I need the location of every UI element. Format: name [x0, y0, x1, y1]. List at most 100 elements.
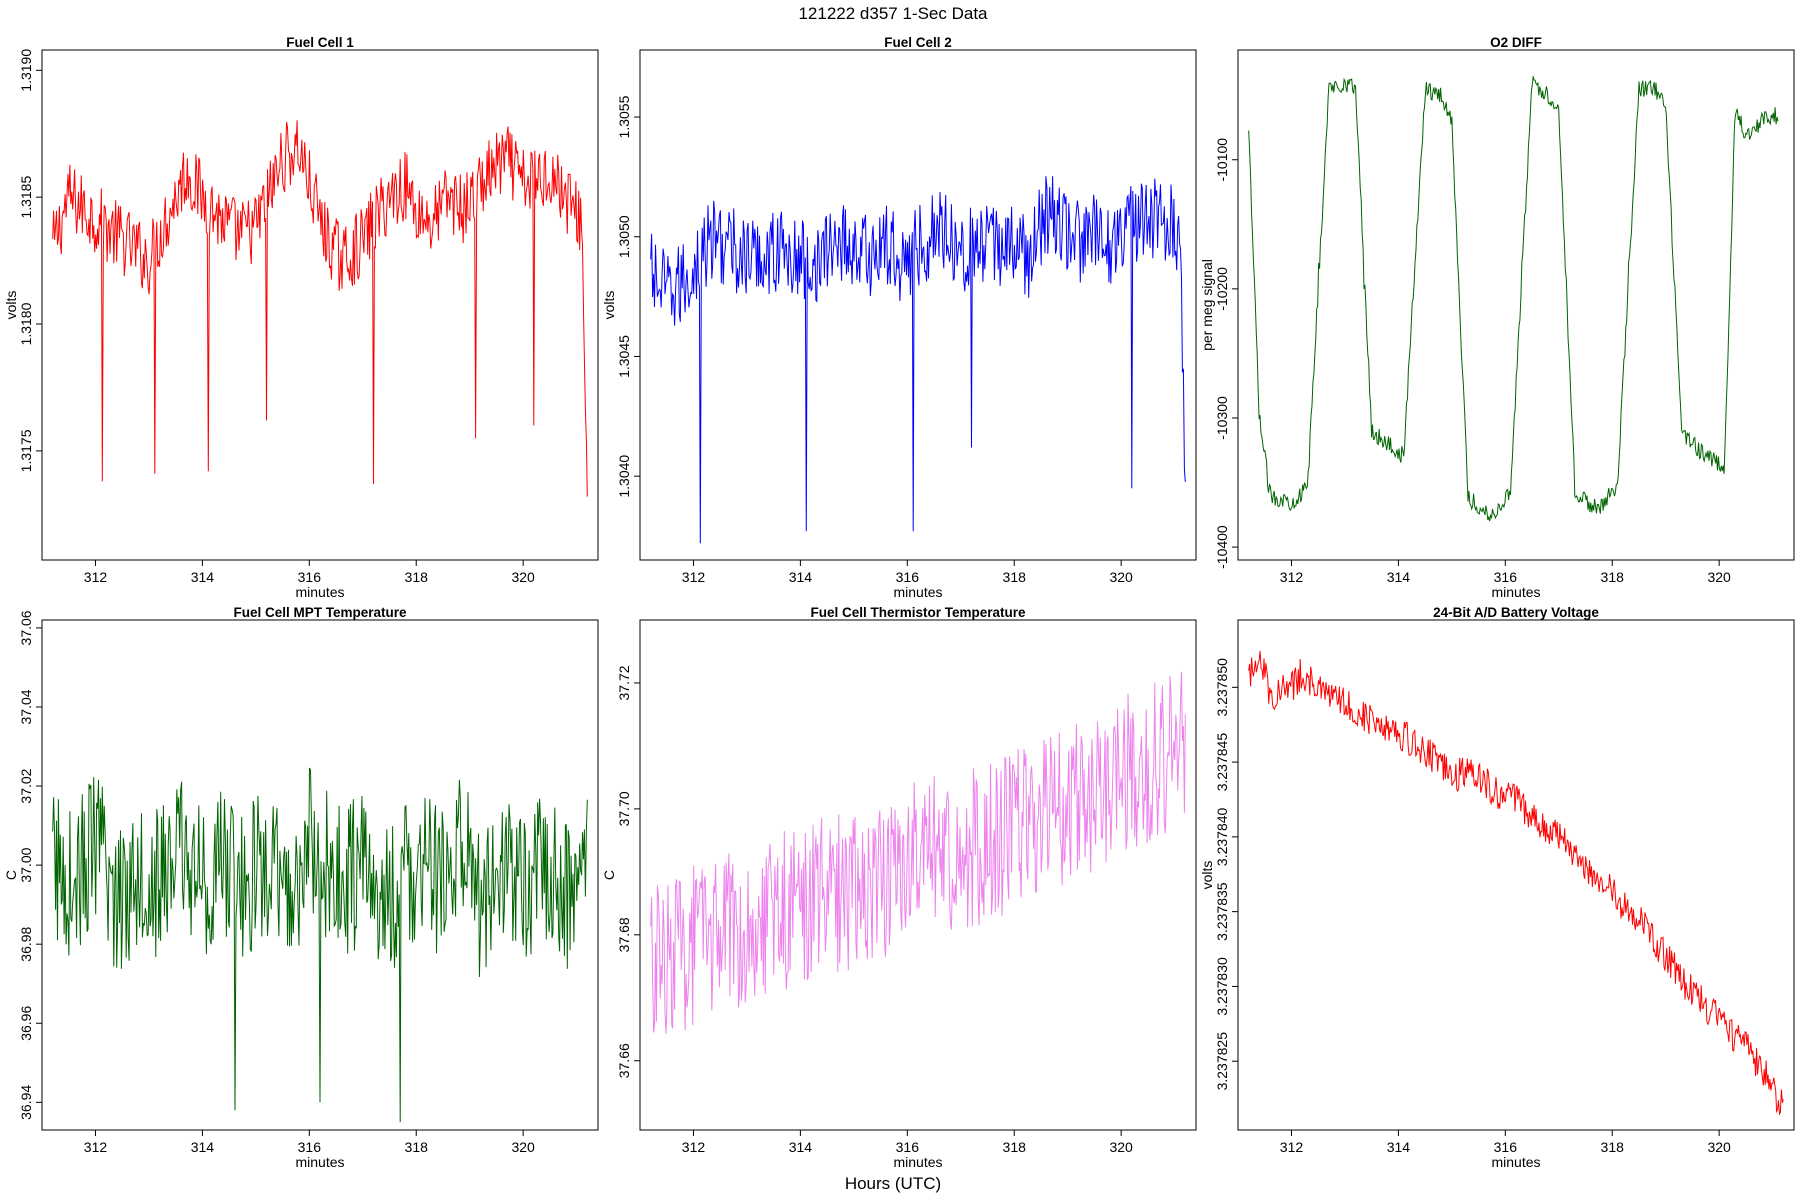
x-tick-label: 314	[1387, 569, 1411, 585]
x-axis-label: minutes	[1491, 584, 1540, 600]
panel-title: O2 DIFF	[1490, 35, 1542, 50]
y-tick-label: 37.68	[616, 917, 632, 952]
panel-title: Fuel Cell 1	[286, 35, 354, 50]
figure-title: 121222 d357 1-Sec Data	[798, 4, 988, 23]
y-tick-label: -10300	[1214, 396, 1230, 440]
y-tick-label: -10400	[1214, 525, 1230, 569]
x-tick-label: 320	[511, 1139, 535, 1155]
panel-title: 24-Bit A/D Battery Voltage	[1433, 605, 1599, 620]
x-tick-label: 316	[1494, 569, 1518, 585]
x-axis-label: minutes	[1491, 1154, 1540, 1170]
series-line	[1248, 76, 1779, 522]
x-tick-label: 314	[1387, 1139, 1411, 1155]
plot-frame	[1237, 49, 1795, 561]
x-tick-label: 312	[682, 569, 706, 585]
series-line	[52, 767, 588, 1123]
y-axis-label: volts	[1199, 861, 1215, 890]
figure-xlabel: Hours (UTC)	[845, 1174, 941, 1193]
y-tick-label: 36.98	[18, 926, 34, 961]
series-line	[52, 120, 588, 497]
y-axis-label: volts	[601, 291, 617, 320]
x-tick-label: 316	[298, 569, 322, 585]
y-tick-label: 37.04	[18, 689, 34, 724]
x-axis-label: minutes	[295, 584, 344, 600]
y-axis-label: C	[3, 870, 19, 880]
x-tick-label: 318	[1601, 1139, 1625, 1155]
y-tick-label: 3.237830	[1214, 957, 1230, 1016]
y-tick-label: 37.66	[616, 1043, 632, 1078]
panel-2: Fuel Cell 2 312 314 316 318 320 minutes 1.3040 1…	[601, 35, 1197, 600]
plot-frame	[639, 619, 1197, 1131]
plot-frame	[41, 49, 599, 561]
plot-frame	[41, 619, 599, 1131]
x-tick-label: 316	[298, 1139, 322, 1155]
panel-title: Fuel Cell 2	[884, 35, 952, 50]
panel-3: O2 DIFF 312 314 316 318 320 minutes -10400 -1030…	[1199, 35, 1795, 600]
x-tick-label: 314	[789, 569, 813, 585]
x-tick-label: 312	[682, 1139, 706, 1155]
y-tick-label: 3.237850	[1214, 658, 1230, 717]
series-line	[650, 176, 1186, 544]
panel-4: Fuel Cell MPT Temperature 312 314 316 318 320…	[3, 605, 599, 1170]
x-tick-label: 312	[84, 569, 108, 585]
x-tick-label: 312	[1280, 569, 1304, 585]
y-tick-label: 1.3050	[616, 215, 632, 258]
y-tick-label: 3.237840	[1214, 807, 1230, 866]
y-tick-label: 37.72	[616, 665, 632, 700]
y-tick-label: -10200	[1214, 267, 1230, 311]
x-axis-label: minutes	[295, 1154, 344, 1170]
panel-6: 24-Bit A/D Battery Voltage 312 314 316 318 32…	[1199, 605, 1795, 1170]
y-tick-label: 1.3055	[616, 95, 632, 138]
x-tick-label: 318	[405, 569, 429, 585]
series-line	[1248, 650, 1784, 1116]
x-tick-label: 318	[1003, 569, 1027, 585]
y-tick-label: 1.3045	[616, 335, 632, 378]
y-tick-label: 3.237845	[1214, 733, 1230, 792]
y-axis-label: per meg signal	[1199, 259, 1215, 351]
x-tick-label: 318	[1601, 569, 1625, 585]
x-tick-label: 316	[896, 569, 920, 585]
y-tick-label: 3.237835	[1214, 882, 1230, 941]
x-tick-label: 314	[191, 569, 215, 585]
y-tick-label: 37.02	[18, 768, 34, 803]
y-tick-label: 37.70	[616, 791, 632, 826]
x-tick-label: 312	[1280, 1139, 1304, 1155]
panel-5: Fuel Cell Thermistor Temperature 312 314 31…	[601, 605, 1197, 1170]
y-tick-label: 1.3175	[18, 429, 34, 472]
y-axis-label: volts	[3, 291, 19, 320]
panel-title: Fuel Cell MPT Temperature	[233, 605, 407, 620]
x-tick-label: 320	[511, 569, 535, 585]
x-tick-label: 320	[1109, 1139, 1133, 1155]
x-tick-label: 314	[789, 1139, 813, 1155]
panel-title: Fuel Cell Thermistor Temperature	[810, 605, 1026, 620]
y-tick-label: 1.3185	[18, 176, 34, 219]
y-tick-label: 36.94	[18, 1085, 34, 1120]
panel-1: Fuel Cell 1 312 314 316 318 320 minutes 1.3175 1…	[3, 35, 599, 600]
plot-frame	[1237, 619, 1795, 1131]
y-tick-label: 1.3040	[616, 455, 632, 498]
y-tick-label: 3.237825	[1214, 1032, 1230, 1091]
y-tick-label: 37.06	[18, 610, 34, 645]
panels-container: Fuel Cell 1 312 314 316 318 320 minutes 1.3175 1…	[3, 35, 1795, 1170]
series-line	[650, 671, 1186, 1034]
x-tick-label: 320	[1109, 569, 1133, 585]
plot-frame	[639, 49, 1197, 561]
x-tick-label: 318	[405, 1139, 429, 1155]
x-axis-label: minutes	[893, 1154, 942, 1170]
y-tick-label: 37.00	[18, 847, 34, 882]
x-tick-label: 318	[1003, 1139, 1027, 1155]
x-tick-label: 316	[1494, 1139, 1518, 1155]
x-tick-label: 312	[84, 1139, 108, 1155]
x-tick-label: 320	[1707, 1139, 1731, 1155]
x-tick-label: 320	[1707, 569, 1731, 585]
y-tick-label: 1.3180	[18, 302, 34, 345]
y-tick-label: 1.3190	[18, 49, 34, 92]
y-tick-label: 36.96	[18, 1006, 34, 1041]
x-tick-label: 314	[191, 1139, 215, 1155]
x-tick-label: 316	[896, 1139, 920, 1155]
y-tick-label: -10100	[1214, 138, 1230, 182]
y-axis-label: C	[601, 870, 617, 880]
x-axis-label: minutes	[893, 584, 942, 600]
